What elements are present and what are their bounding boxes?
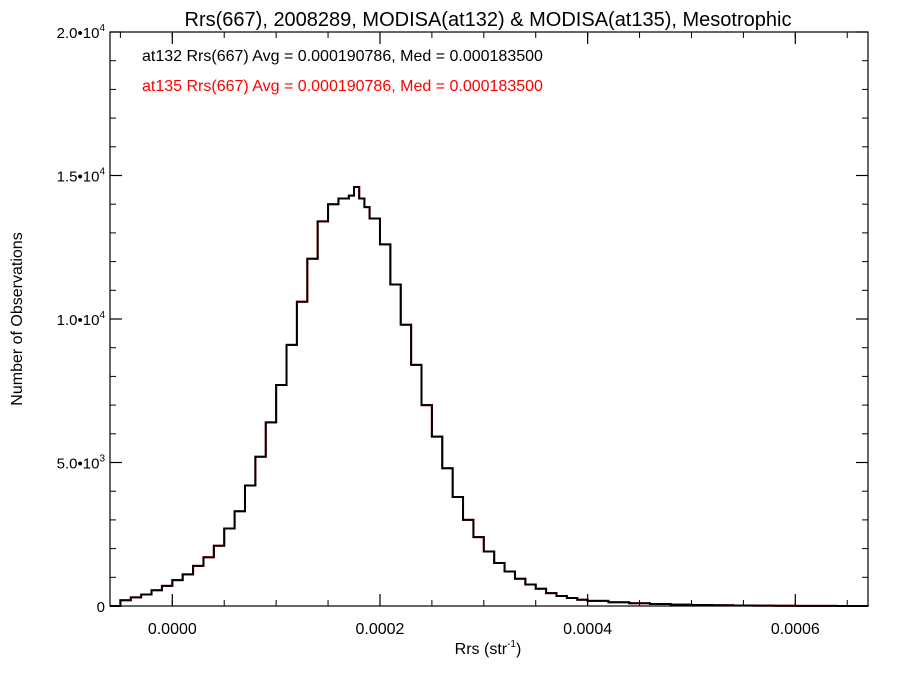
- x-tick-label: 0.0002: [356, 621, 405, 638]
- x-axis-ticks: 0.0000 0.0002 0.0004 0.0006: [119, 32, 848, 638]
- annotation-at132: at132 Rrs(667) Avg = 0.000190786, Med = …: [142, 48, 543, 65]
- y-tick-label: 1.5•104: [57, 167, 106, 186]
- y-tick-label: 5.0•103: [57, 454, 106, 473]
- y-tick-label: 2.0•104: [57, 23, 106, 42]
- x-axis-label-suffix: ): [516, 641, 521, 658]
- series-line-1: [110, 185, 869, 607]
- y-tick-label: 1.0•104: [57, 310, 106, 329]
- x-axis-label: Rrs (str-1): [455, 639, 522, 658]
- x-tick-label: 0.0004: [563, 621, 612, 638]
- x-tick-label: 0.0000: [148, 621, 197, 638]
- y-axis-label: Number of Observations: [9, 232, 26, 405]
- y-tick-label: 0: [97, 599, 105, 616]
- annotation-at135: at135 Rrs(667) Avg = 0.000190786, Med = …: [142, 78, 543, 95]
- chart-title: Rrs(667), 2008289, MODISA(at132) & MODIS…: [185, 9, 792, 31]
- series-layer: [110, 185, 869, 607]
- x-tick-label: 0.0006: [771, 621, 820, 638]
- y-axis-ticks: 0 5.0•103 1.0•104 1.5•104 2.0•104: [57, 23, 868, 616]
- x-axis-label-superscript: -1: [507, 639, 516, 650]
- x-axis-label-text: Rrs (str: [455, 641, 508, 658]
